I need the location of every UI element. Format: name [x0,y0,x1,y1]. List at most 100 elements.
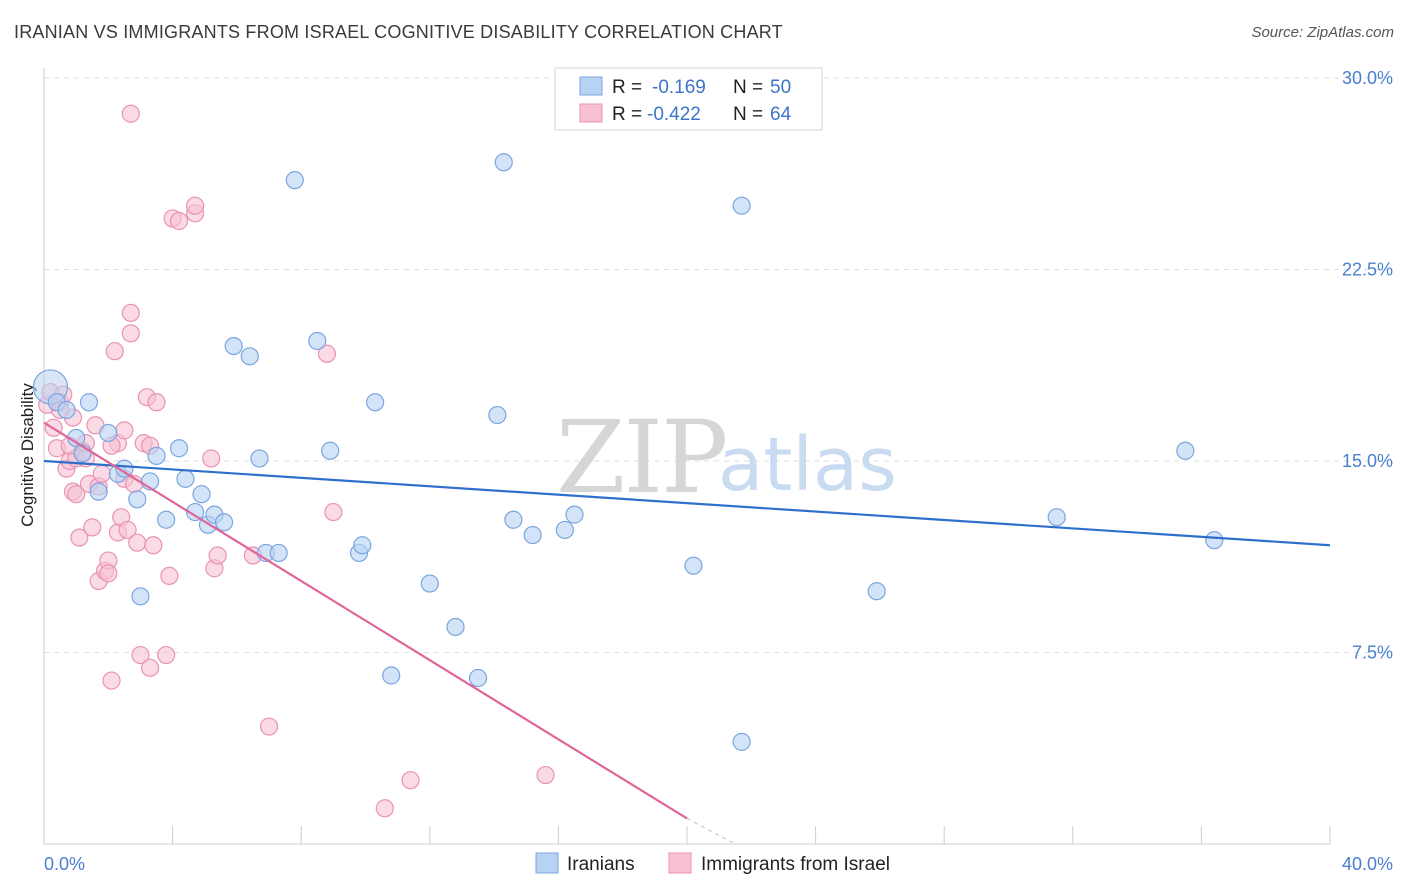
israel-point-54 [375,799,394,818]
iranians-point-41 [555,520,574,540]
trend-line-iranians [43,459,1331,547]
legend-r-label-israel: R = [612,104,642,125]
iranians-point-37 [488,405,507,425]
israel-point-61 [67,485,86,504]
y-tick-label-1: 15.0% [1342,451,1393,471]
israel-point-53 [324,502,343,522]
iranians-point-26 [269,543,288,563]
legend-r-value-iranians: -0.169 [652,77,706,98]
iranians-point-44 [732,732,751,751]
legend-n-label-israel: N = [733,104,763,125]
iranians-point-21 [214,513,234,532]
iranians-point-33 [382,666,401,685]
iranians-point-43 [684,556,703,575]
israel-point-24 [105,342,124,361]
iranians-point-49 [1205,531,1224,550]
israel-point-38 [140,658,160,677]
israel-point-46 [186,196,205,215]
israel-point-55 [401,771,420,790]
legend-n-value-israel: 64 [770,104,792,125]
iranians-point-29 [321,441,340,460]
israel-point-22 [99,564,118,583]
x-tick-label-0: 0.0% [44,854,85,874]
iranians-point-22 [224,337,243,356]
x-tick-label-1: 40.0% [1342,854,1393,874]
iranians-point-39 [504,510,523,529]
legend-n-value-iranians: 50 [770,77,791,98]
israel-point-41 [157,645,176,665]
bottom-legend-swatch-iranians [535,852,559,874]
israel-point-32 [121,324,140,343]
iranians-point-46 [867,582,886,601]
israel-point-52 [317,344,337,363]
iranians-point-7 [99,423,118,443]
israel-point-23 [102,671,121,690]
axes [43,68,1331,845]
iranians-point-23 [240,347,259,366]
y-axis-label: Cognitive Disability [18,383,37,527]
israel-point-30 [118,520,137,540]
iranians-point-45 [732,196,751,215]
iranians-point-27 [285,171,304,190]
iranians-point-24 [250,449,269,468]
watermark-atlas: atlas [718,422,897,508]
y-tick-label-2: 22.5% [1342,260,1393,280]
legend-r-value-israel: -0.422 [647,104,701,125]
top-legend: R = -0.169 N = 50 R = -0.422 N = 64 [554,67,823,131]
israel-point-39 [144,536,163,555]
trend-line-israel-extension [686,817,736,845]
y-tick-labels: 7.5% 15.0% 22.5% 30.0% [1342,68,1393,663]
series-iranians-points [32,153,1224,751]
y-tick-label-3: 30.0% [1342,68,1393,88]
series-immigrants-from-israel-points [38,104,555,818]
legend-swatch-iranians [579,76,603,96]
iranians-point-28 [308,331,327,351]
iranians-point-47 [1047,508,1066,527]
iranians-point-9 [115,459,134,478]
iranians-point-17 [186,502,205,522]
legend-n-label-iranians: N = [733,77,763,98]
trend-lines [43,421,1331,845]
trend-line-israel [43,421,688,820]
israel-point-35 [131,645,150,665]
israel-point-57 [121,104,140,123]
iranians-point-11 [131,587,150,606]
legend-swatch-israel [579,103,603,123]
iranians-point-14 [157,510,176,529]
israel-point-40 [147,393,166,412]
israel-point-42 [160,566,179,586]
israel-point-15 [83,518,102,537]
israel-point-49 [208,546,227,565]
x-tick-labels: 0.0% 40.0% [44,854,1393,874]
iranians-point-34 [420,574,439,593]
israel-point-51 [259,717,279,736]
bottom-legend: Iranians Immigrants from Israel [535,852,890,875]
iranians-point-10 [128,490,147,509]
iranians-point-6 [89,482,108,501]
iranians-point-5 [79,393,99,412]
iranians-point-31 [353,536,372,555]
israel-point-19 [92,464,111,483]
iranians-point-48 [1176,441,1195,460]
israel-point-56 [536,765,555,785]
watermark-zip: ZIP [556,399,726,516]
iranians-point-38 [494,153,513,172]
israel-point-34 [128,533,147,552]
iranians-point-18 [192,485,211,504]
gridlines [44,77,1392,653]
y-tick-label-0: 7.5% [1352,643,1393,663]
chart-source: Source: ZipAtlas.com [1251,24,1394,41]
bottom-legend-label-iranians: Iranians [567,854,635,875]
iranians-point-40 [523,525,542,545]
legend-r-label-iranians: R = [612,77,642,98]
israel-point-31 [121,303,140,323]
iranians-point-32 [366,393,385,412]
iranians-point-16 [176,469,195,488]
bottom-legend-swatch-israel [668,852,692,874]
bottom-legend-label-israel: Immigrants from Israel [701,854,890,875]
israel-point-44 [169,211,189,231]
iranians-point-36 [468,668,488,688]
iranians-point-15 [169,439,189,458]
israel-point-47 [202,449,221,468]
